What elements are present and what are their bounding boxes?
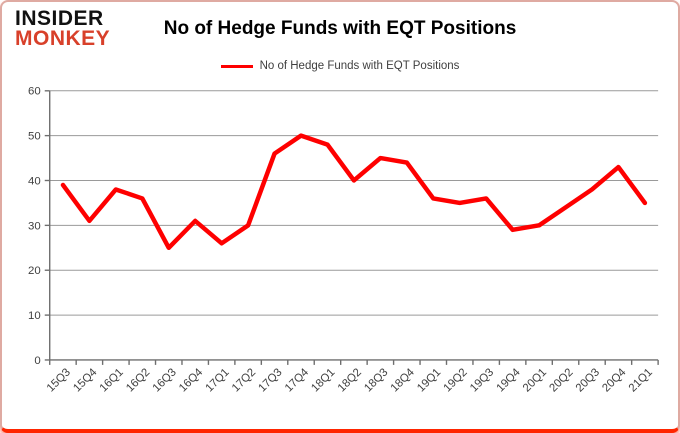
x-tick-label: 16Q2 [124,366,152,394]
x-tick-label: 19Q4 [494,366,522,394]
y-tick-label: 60 [28,86,41,98]
x-tick-label: 20Q3 [574,366,602,394]
x-tick-label: 18Q1 [309,366,337,394]
insider-monkey-logo: INSIDER MONKEY [15,7,111,50]
x-tick-label: 18Q4 [389,366,417,394]
x-tick-label: 17Q2 [230,366,258,394]
series-line [60,133,648,251]
x-tick-label: 21Q1 [627,366,655,394]
y-tick-label: 10 [28,310,41,322]
x-tick-label: 20Q1 [521,366,549,394]
legend-line-swatch [220,64,253,68]
x-tick-label: 17Q4 [283,366,311,394]
legend-label: No of Hedge Funds with EQT Positions [259,60,460,72]
x-tick-label: 18Q3 [362,366,390,394]
x-tick-label: 20Q4 [600,366,628,394]
logo-line2: MONKEY [15,26,111,50]
y-tick-label: 20 [28,265,41,277]
y-tick-label: 30 [28,220,41,232]
x-tick-label: 17Q3 [256,366,284,394]
y-tick-label: 50 [28,131,41,143]
x-tick-label: 19Q1 [415,366,443,394]
x-tick-label: 20Q2 [547,366,575,394]
x-tick-label: 16Q4 [177,366,205,394]
x-tick-label: 18Q2 [336,366,364,394]
x-tick-label: 19Q3 [468,366,496,394]
x-tick-label: 17Q1 [203,366,231,394]
x-tick-label: 16Q1 [98,366,126,394]
legend: No of Hedge Funds with EQT Positions [2,60,678,72]
chart-title: No of Hedge Funds with EQT Positions [163,18,517,39]
x-tick-label: 15Q4 [71,366,99,394]
logo-line1: INSIDER [15,7,104,30]
x-tick-label: 19Q2 [442,366,470,394]
x-tick-label: 15Q3 [45,366,73,394]
x-tick-label: 16Q3 [151,366,179,394]
y-tick-label: 0 [34,355,40,367]
y-tick-label: 40 [28,175,41,187]
